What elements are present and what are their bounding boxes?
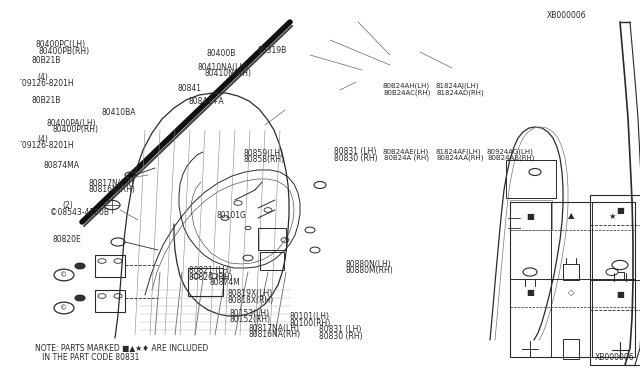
Text: 80410BA: 80410BA — [101, 108, 136, 117]
Text: 80400PB(RH): 80400PB(RH) — [38, 47, 90, 56]
Text: XB000006: XB000006 — [547, 11, 587, 20]
Text: 80B24A (RH): 80B24A (RH) — [384, 155, 429, 161]
Text: 81824AJ(LH): 81824AJ(LH) — [435, 82, 479, 89]
Text: 80819X(LH): 80819X(LH) — [228, 289, 273, 298]
Text: NOTE: PARTS MARKED ■▲★♦ ARE INCLUDED: NOTE: PARTS MARKED ■▲★♦ ARE INCLUDED — [35, 343, 208, 353]
Circle shape — [75, 263, 85, 269]
Circle shape — [75, 295, 85, 301]
Text: 80874MA: 80874MA — [44, 161, 79, 170]
Text: (4): (4) — [37, 135, 48, 144]
Bar — [563, 339, 579, 359]
Text: 80841+A: 80841+A — [189, 97, 225, 106]
Text: 80820 (RH): 80820 (RH) — [189, 273, 232, 282]
Text: 80100(RH): 80100(RH) — [289, 319, 330, 328]
Text: 81824AD(RH): 81824AD(RH) — [436, 89, 484, 96]
Text: 80817N(LH): 80817N(LH) — [88, 179, 134, 188]
Text: ◇: ◇ — [568, 289, 574, 298]
Text: ■: ■ — [526, 289, 534, 298]
Text: 80817NA(LH): 80817NA(LH) — [248, 324, 300, 333]
Text: 80824AA(RH): 80824AA(RH) — [436, 155, 484, 161]
Text: 80924AG(LH): 80924AG(LH) — [486, 148, 533, 155]
Text: 80874M: 80874M — [210, 278, 241, 287]
Text: 80410NA(LH): 80410NA(LH) — [197, 63, 248, 72]
Text: 80B21B: 80B21B — [32, 96, 61, 105]
Text: 80880M(RH): 80880M(RH) — [346, 266, 394, 275]
Text: 80830 (RH): 80830 (RH) — [334, 154, 378, 163]
Text: ■: ■ — [616, 291, 624, 299]
Text: 80400B: 80400B — [206, 49, 236, 58]
Text: IN THE PART CODE 80831: IN THE PART CODE 80831 — [35, 353, 140, 362]
Text: 80831 (LH): 80831 (LH) — [319, 326, 361, 334]
Text: 80831 (LH): 80831 (LH) — [334, 147, 376, 156]
Text: 80818X(RH): 80818X(RH) — [228, 296, 274, 305]
Text: ¨09126-8201H: ¨09126-8201H — [18, 79, 74, 88]
Text: 80B24AC(RH): 80B24AC(RH) — [384, 89, 431, 96]
Text: 80B24AH(LH): 80B24AH(LH) — [383, 82, 430, 89]
Bar — [188, 268, 223, 296]
Text: 80410N(RH): 80410N(RH) — [205, 69, 252, 78]
Text: ©: © — [60, 272, 68, 278]
Text: 80319B: 80319B — [257, 46, 287, 55]
Text: ■: ■ — [616, 205, 624, 215]
Bar — [258, 228, 286, 250]
Text: 80152(RH): 80152(RH) — [229, 315, 270, 324]
Bar — [510, 200, 552, 230]
Bar — [95, 255, 125, 277]
Text: 80816NA(RH): 80816NA(RH) — [248, 330, 300, 339]
Bar — [260, 252, 284, 270]
Text: 80859(LH): 80859(LH) — [243, 149, 284, 158]
Text: ©08543-4100B: ©08543-4100B — [50, 208, 109, 217]
Text: 80400PA(LH): 80400PA(LH) — [46, 119, 96, 128]
Text: ¨09126-8201H: ¨09126-8201H — [18, 141, 74, 150]
Text: 80400P(RH): 80400P(RH) — [52, 125, 99, 134]
Text: 80820E: 80820E — [52, 235, 81, 244]
Text: ★: ★ — [608, 212, 616, 221]
Text: XB000006: XB000006 — [595, 353, 635, 362]
Text: 80101G: 80101G — [216, 211, 246, 220]
Text: 80B24AB(RH): 80B24AB(RH) — [488, 155, 535, 161]
Text: 80830 (RH): 80830 (RH) — [319, 332, 362, 341]
Text: 81824AF(LH): 81824AF(LH) — [435, 148, 481, 155]
Text: 80B21B: 80B21B — [32, 56, 61, 65]
Bar — [506, 160, 556, 198]
Text: 80101(LH): 80101(LH) — [289, 312, 330, 321]
Text: ▲: ▲ — [568, 212, 574, 221]
Text: 80153(LH): 80153(LH) — [229, 309, 269, 318]
Text: ■: ■ — [526, 212, 534, 221]
Text: 80B24AE(LH): 80B24AE(LH) — [383, 148, 429, 155]
Text: 80880N(LH): 80880N(LH) — [346, 260, 391, 269]
Bar — [95, 290, 125, 312]
Bar — [510, 202, 635, 357]
Text: 80816N(RH): 80816N(RH) — [88, 185, 135, 194]
Text: 80858(RH): 80858(RH) — [243, 155, 284, 164]
Text: 80841: 80841 — [178, 84, 202, 93]
Text: 80400PC(LH): 80400PC(LH) — [35, 40, 85, 49]
Bar — [563, 264, 579, 280]
Text: 80821 (LH): 80821 (LH) — [189, 266, 231, 275]
Bar — [590, 195, 640, 365]
Text: ©: © — [60, 305, 68, 311]
Text: (4): (4) — [37, 73, 48, 81]
Text: (2): (2) — [63, 201, 74, 210]
